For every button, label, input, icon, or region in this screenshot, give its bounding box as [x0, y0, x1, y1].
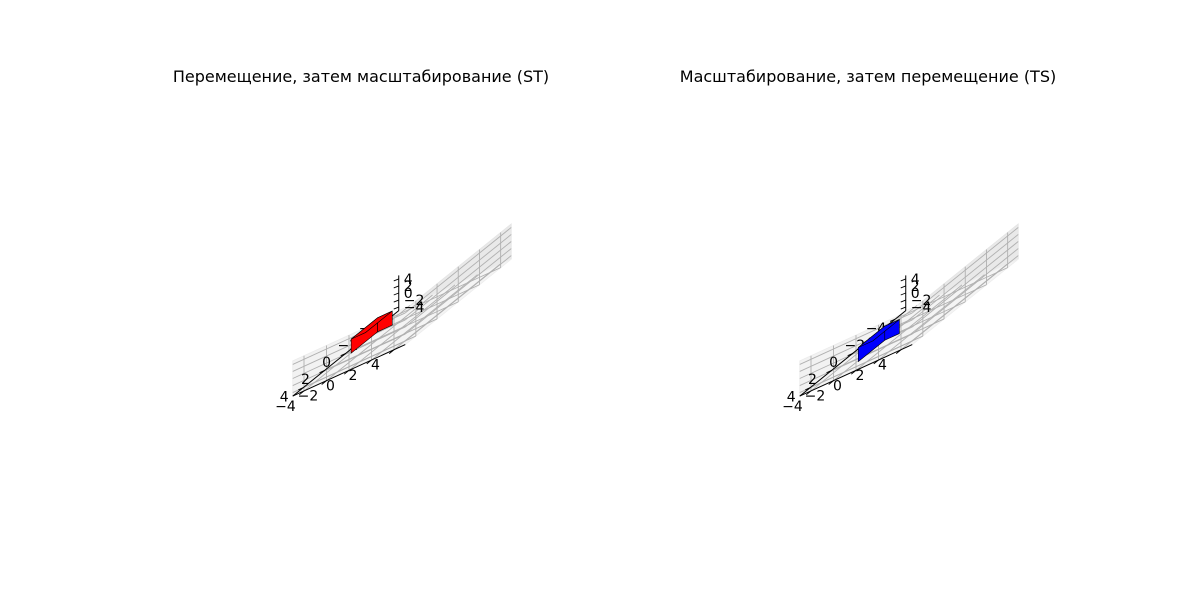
- z-tick-label-ts: 0: [911, 286, 920, 302]
- y-tick-label-ts: 4: [878, 358, 887, 374]
- grid-line-ts: [799, 312, 913, 365]
- y-tick-ts: [895, 349, 902, 354]
- z-tick-ts: [900, 292, 906, 296]
- y-tick-ts: [873, 359, 879, 365]
- z-tick-label-st: 4: [404, 272, 413, 288]
- grid-line-st: [292, 319, 406, 372]
- z-tick-label-ts: −4: [911, 300, 932, 316]
- z-tick-label-st: 2: [404, 279, 413, 295]
- z-tick-ts: [900, 285, 906, 289]
- x-tick-st: [319, 370, 325, 374]
- y-tick-ts: [850, 369, 857, 375]
- y-tick-label-ts: 0: [833, 378, 842, 394]
- x-tick-st: [340, 352, 346, 357]
- y-tick-st: [366, 359, 372, 365]
- y-tick-st: [388, 349, 395, 354]
- y-tick-label-ts: −2: [805, 389, 826, 405]
- bar-face-top-ts: [857, 319, 900, 348]
- grid-line-ts: [810, 335, 924, 388]
- z-tick-label-st: −4: [404, 300, 425, 316]
- grid-line-ts: [911, 241, 1019, 328]
- grid-line-st: [393, 263, 501, 351]
- grid-line-st: [303, 335, 417, 388]
- x-tick-ts: [889, 318, 896, 322]
- subplot-title-st: Перемещение, затем масштабирование (ST): [173, 67, 549, 86]
- grid-line-st: [404, 234, 512, 321]
- y-tick-label-st: 2: [348, 368, 357, 384]
- y-tick-label-ts: −4: [782, 399, 803, 415]
- bar-face-top-st: [350, 310, 393, 340]
- y-tick-st: [321, 380, 327, 385]
- z-tick-label-ts: 2: [911, 279, 920, 295]
- grid-line-st: [371, 274, 478, 361]
- z-tick-st: [393, 306, 399, 310]
- y-tick-label-st: 0: [326, 378, 335, 394]
- grid-line-ts: [831, 318, 945, 371]
- y-tick-label-st: −4: [275, 399, 296, 415]
- y-tick-ts: [805, 390, 812, 396]
- x-tick-ts: [847, 352, 853, 357]
- z-tick-label-ts: 4: [911, 272, 920, 288]
- grid-line-ts: [911, 234, 1019, 321]
- x-tick-st: [298, 387, 304, 391]
- z-tick-st: [393, 278, 399, 282]
- y-tick-st: [343, 369, 350, 375]
- subplot-title-ts: Масштабирование, затем перемещение (TS): [680, 67, 1056, 86]
- z-tick-label-ts: −2: [911, 293, 932, 309]
- y-tick-label-ts: 2: [855, 368, 864, 384]
- x-tick-label-st: 0: [322, 355, 331, 371]
- x-tick-label-st: 2: [301, 372, 310, 388]
- z-tick-st: [393, 299, 399, 303]
- y-tick-label-st: 4: [371, 358, 380, 374]
- grid-line-st: [404, 227, 512, 314]
- z-tick-ts: [900, 299, 906, 303]
- grid-line-st: [324, 318, 438, 371]
- x-tick-label-st: 4: [280, 389, 289, 405]
- grid-line-ts: [900, 263, 1008, 351]
- grid-line-st: [292, 326, 406, 379]
- grid-line-ts: [911, 227, 1019, 314]
- y-tick-ts: [828, 380, 834, 385]
- y-tick-label-st: −2: [298, 389, 319, 405]
- x-tick-label-ts: 2: [808, 372, 817, 388]
- grid-line-ts: [878, 274, 985, 361]
- z-tick-ts: [900, 306, 906, 310]
- z-tick-st: [393, 285, 399, 289]
- z-tick-ts: [900, 278, 906, 282]
- grid-line-st: [404, 241, 512, 328]
- x-tick-label-ts: 0: [829, 355, 838, 371]
- y-tick-st: [298, 390, 305, 396]
- x-tick-ts: [805, 387, 811, 391]
- x-tick-ts: [826, 370, 832, 374]
- z-tick-st: [393, 292, 399, 296]
- x-tick-label-ts: 4: [787, 389, 796, 405]
- z-tick-label-st: −2: [404, 293, 425, 309]
- z-tick-label-st: 0: [404, 286, 413, 302]
